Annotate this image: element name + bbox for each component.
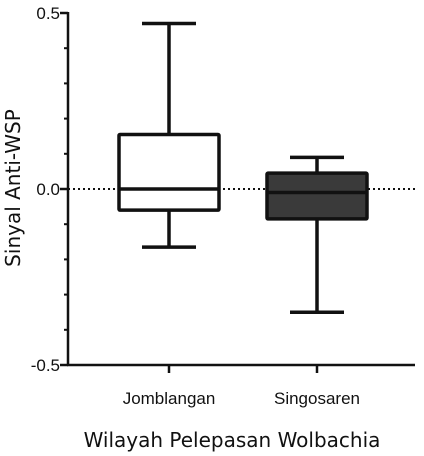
plot-area: 0.5 0.0 -0.5 Jomblangan Singosaren — [31, 4, 415, 408]
y-tick-label: -0.5 — [31, 356, 60, 375]
x-tick-label-singosaren: Singosaren — [274, 389, 360, 408]
y-tick-label: 0.0 — [36, 180, 60, 199]
x-tick-label-jomblangan: Jomblangan — [123, 389, 216, 408]
box-jomblangan — [117, 132, 221, 212]
y-tick-label: 0.5 — [36, 4, 60, 23]
y-axis-title: Sinyal Anti-WSP — [1, 109, 25, 267]
box-singosaren — [265, 171, 369, 221]
x-axis-title: Wilayah Pelepasan Wolbachia — [84, 428, 381, 452]
